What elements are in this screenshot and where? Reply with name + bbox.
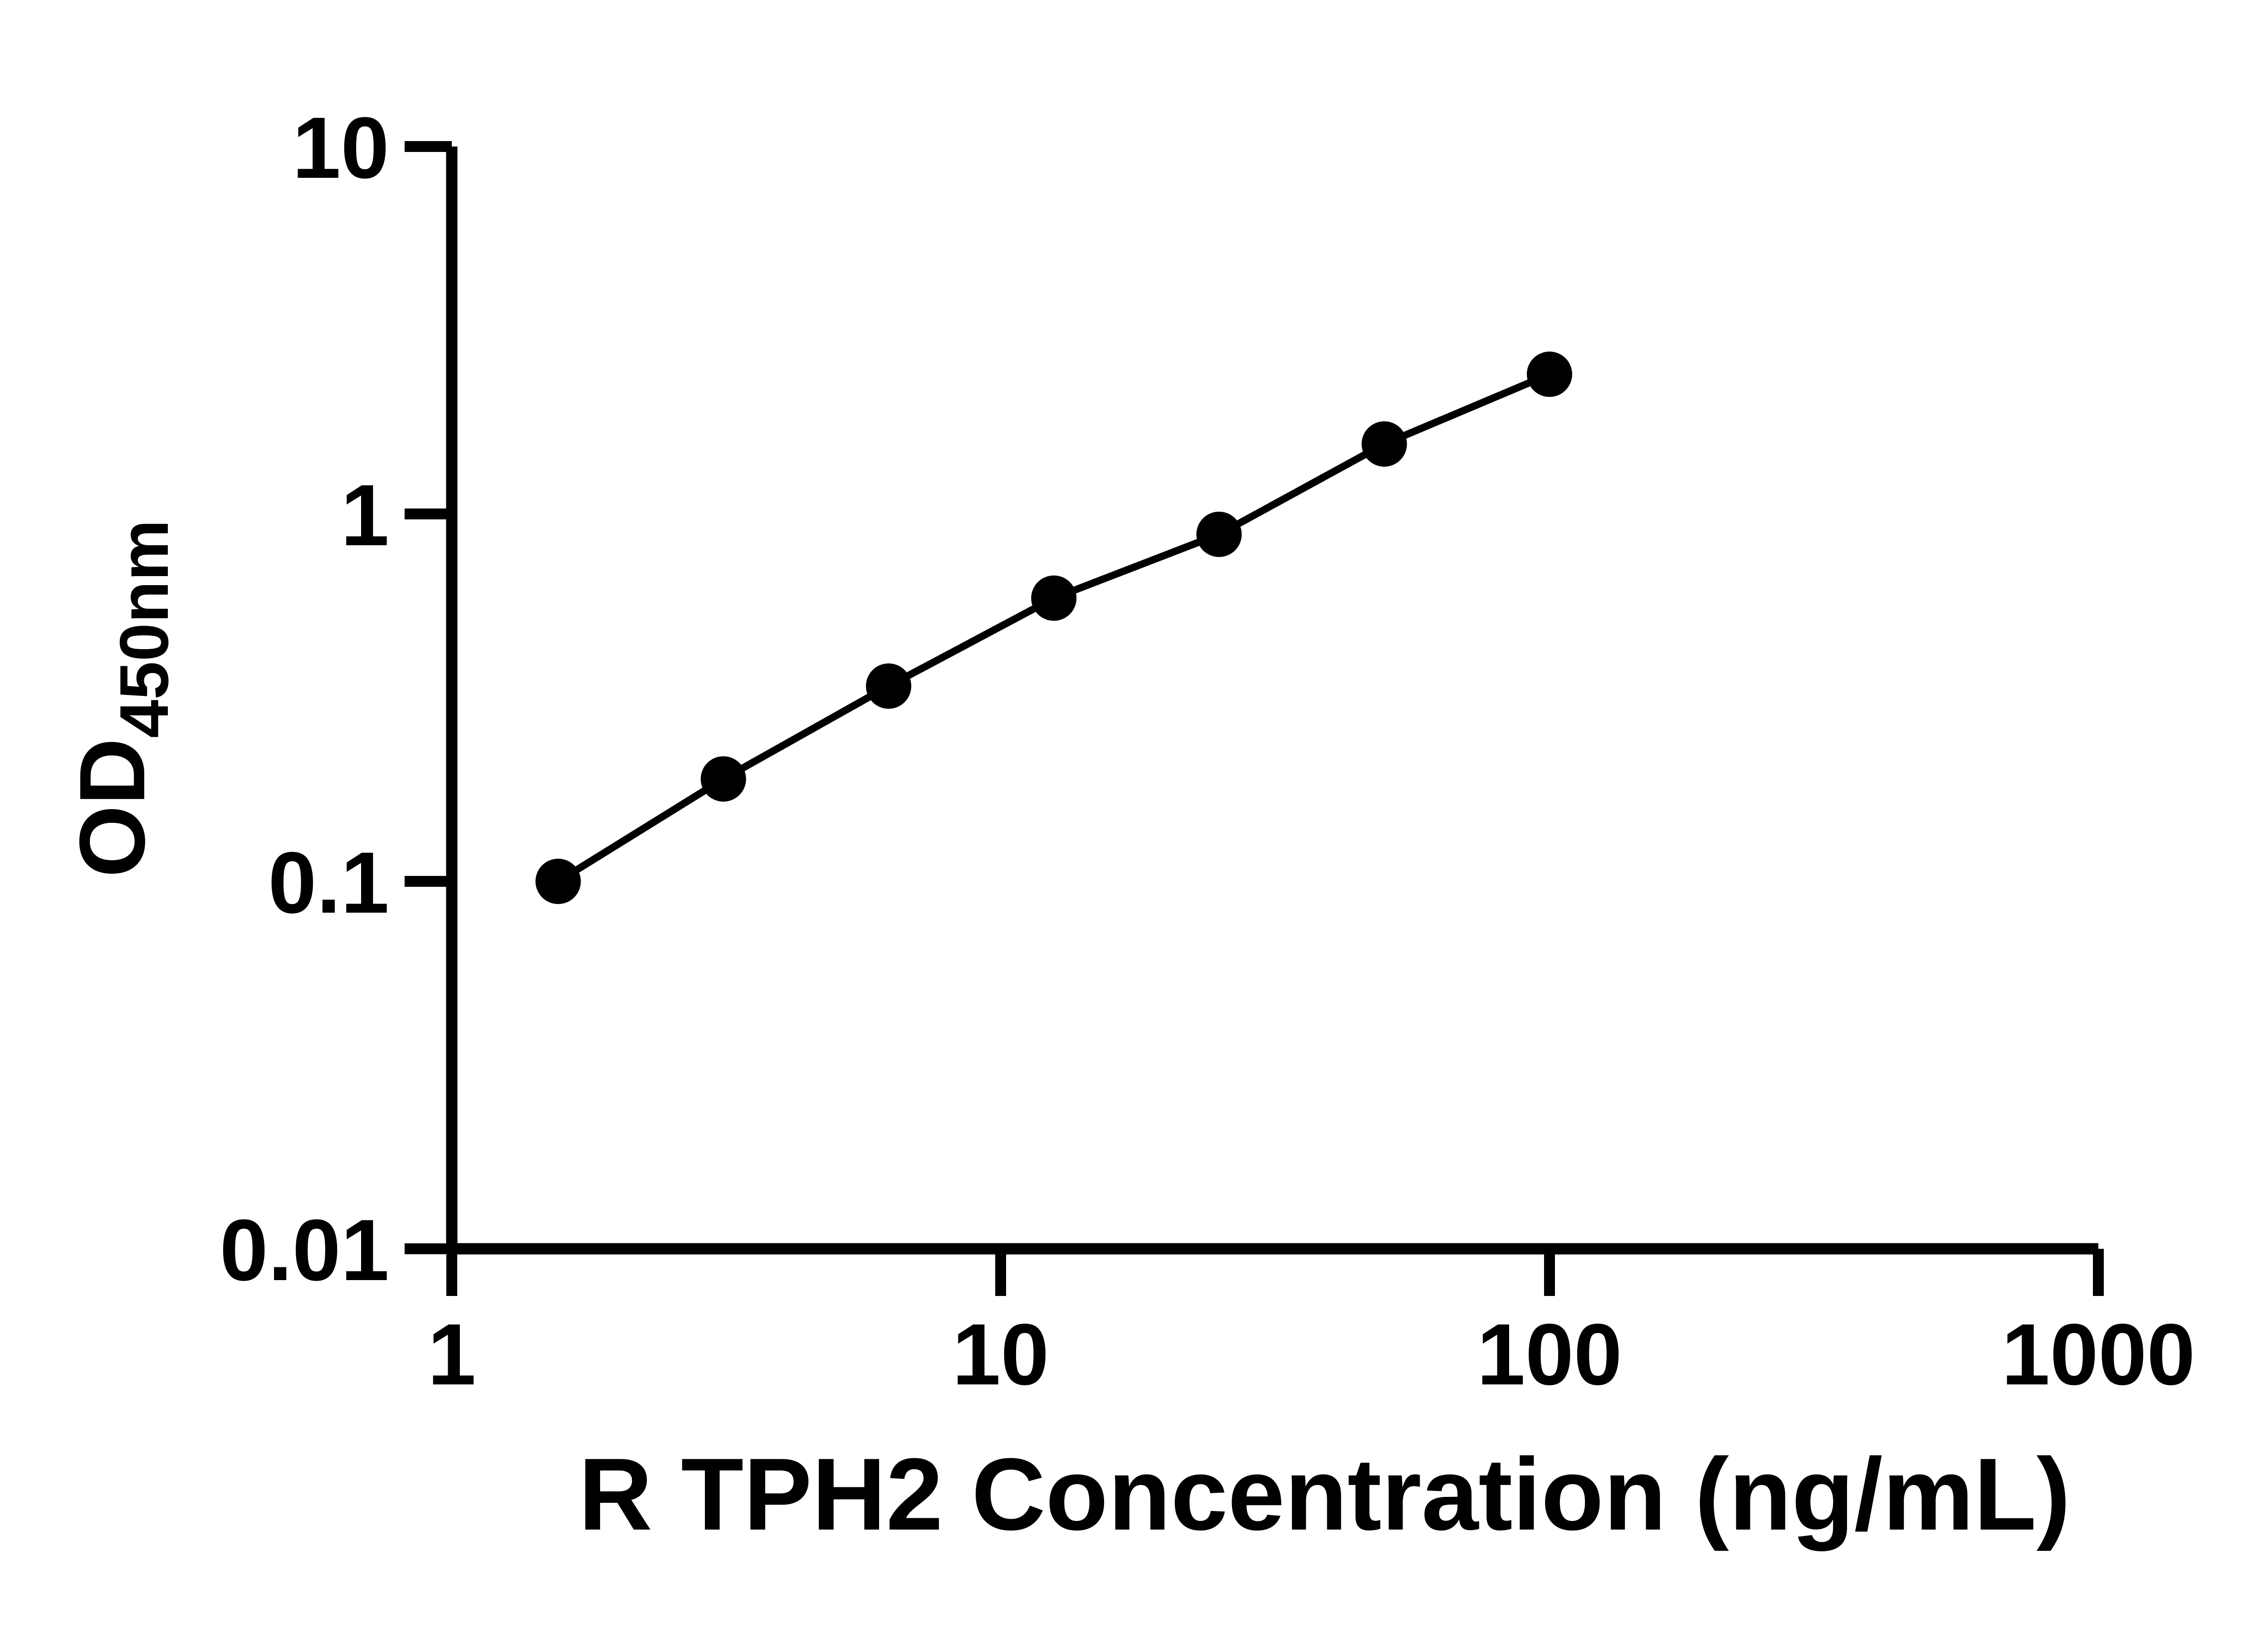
x-axis-title: R TPH2 Concentration (ng/mL) [578, 1437, 2070, 1551]
data-point [1527, 352, 1572, 397]
y-tick-label: 0.01 [220, 1201, 389, 1299]
data-series-layer [535, 352, 1572, 904]
y-tick-label: 1 [341, 466, 389, 564]
y-axis-title-subscript: 450nm [106, 519, 183, 738]
data-point [1196, 511, 1242, 557]
y-axis-title-main: OD [60, 738, 164, 878]
axes-layer: 1 10 100 1000 10 1 0.1 0.01 [220, 99, 2195, 1403]
data-point [535, 859, 581, 904]
data-point [1361, 421, 1407, 467]
data-point [1031, 575, 1077, 621]
y-axis-title: OD450nm [60, 519, 183, 877]
data-point [700, 756, 746, 802]
x-tick-label: 1 [428, 1305, 476, 1403]
y-tick-label: 10 [292, 99, 389, 196]
y-tick-label: 0.1 [268, 834, 389, 931]
data-point [866, 663, 912, 709]
x-tick-label: 10 [952, 1305, 1049, 1403]
x-tick-label: 1000 [2001, 1305, 2195, 1403]
x-tick-label: 100 [1477, 1305, 1622, 1403]
